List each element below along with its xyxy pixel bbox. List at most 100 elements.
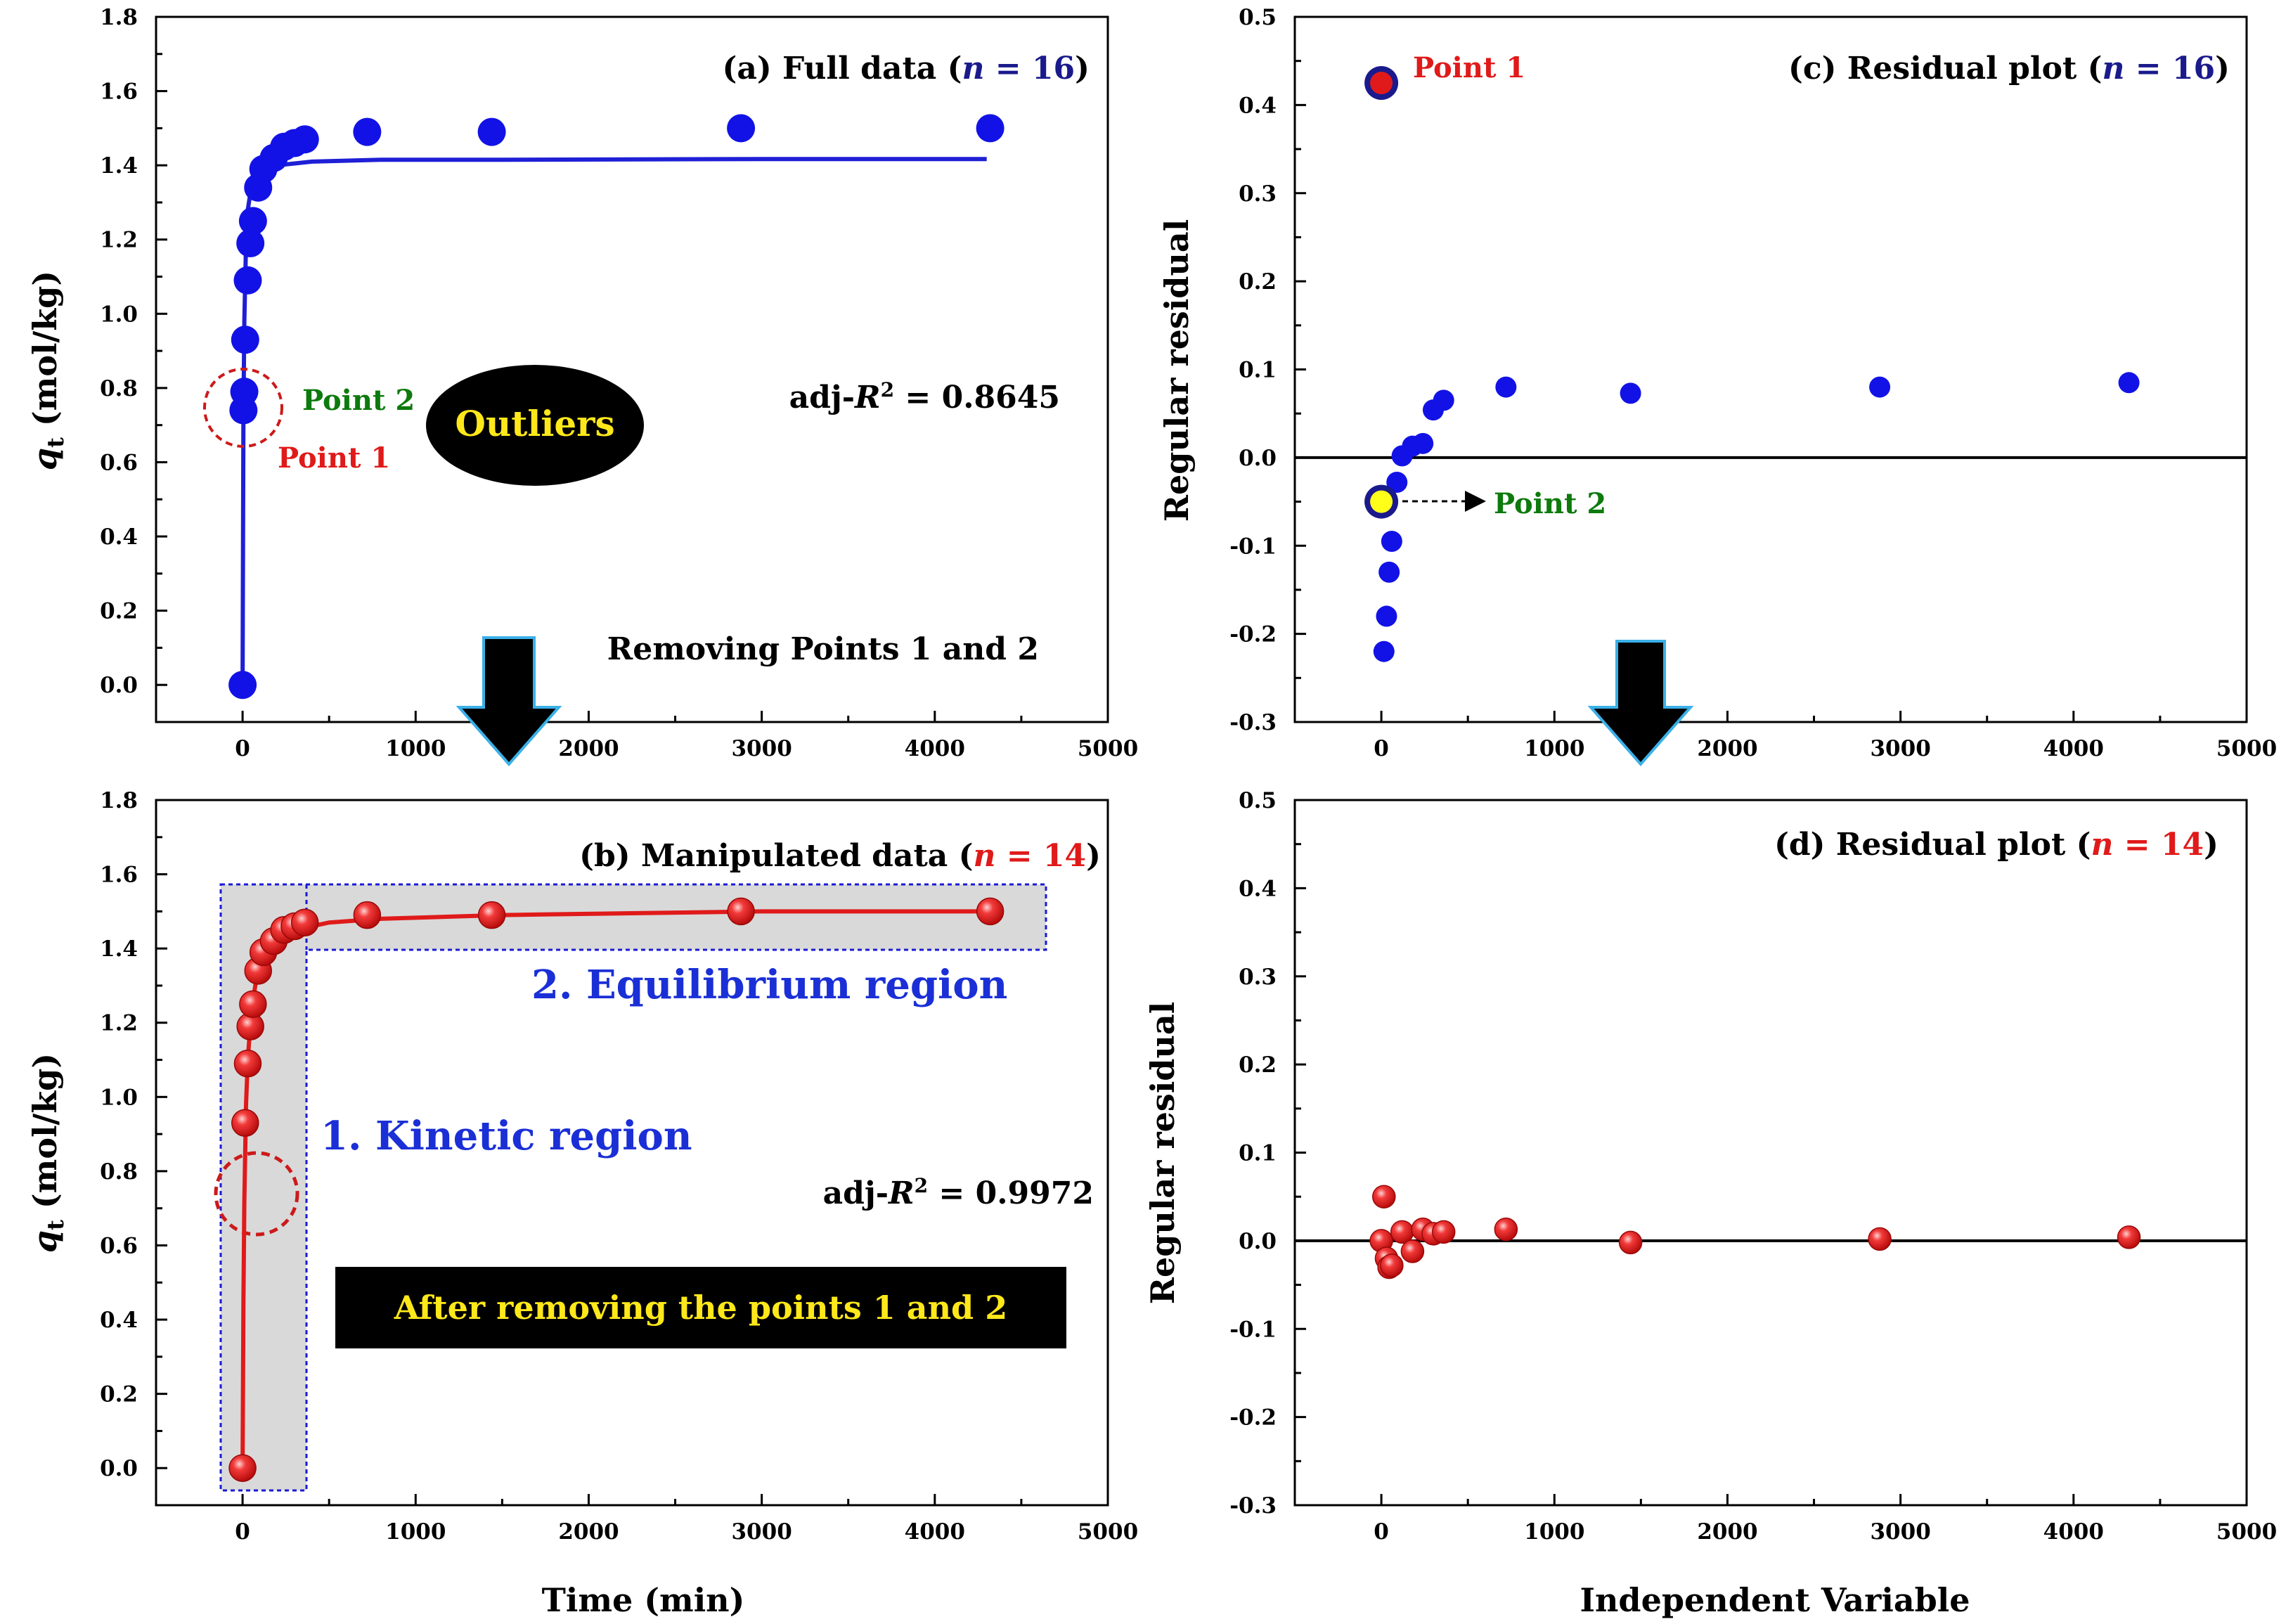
panel-a-title-n: n — [962, 51, 984, 86]
panel-a-title: (a) Full data (n = 16) — [723, 51, 1090, 86]
data-point — [1400, 1239, 1425, 1263]
y-tick-label: 0.5 — [1239, 5, 1277, 30]
data-point — [1373, 640, 1395, 662]
data-point — [2117, 1225, 2141, 1249]
data-point — [1390, 1220, 1414, 1244]
x-tick-label: 1000 — [1524, 736, 1584, 761]
y-tick-label: 1.6 — [100, 863, 138, 888]
axes-ticks-c: -0.3 -0.2 -0.1 0.0 0.1 0.2 0.3 0.4 0.5 0 1000 2000 3… — [1229, 5, 2277, 761]
y-axis-title-a: qt (mol/kg) — [26, 271, 69, 470]
data-point — [239, 990, 267, 1019]
x-tick-label: 5000 — [1078, 736, 1138, 761]
x-tick-label: 4000 — [2043, 1519, 2104, 1545]
adj-r2-a: adj-R2 = 0.8645 — [789, 378, 1060, 415]
y-tick-label: -0.1 — [1229, 1317, 1277, 1342]
y-tick-label: 0.4 — [1239, 876, 1277, 901]
x-tick-label: 3000 — [731, 1519, 792, 1545]
x-tick-label: 4000 — [905, 1519, 965, 1545]
adj-r2-b: adj-R2 = 0.9972 — [823, 1174, 1094, 1211]
x-tick-label: 0 — [235, 736, 250, 761]
y-axis-title-d: Regular residual — [1144, 1002, 1182, 1304]
data-point — [477, 117, 506, 146]
data-point — [976, 114, 1005, 143]
equilibrium-region-label: 2. Equilibrium region — [531, 962, 1007, 1008]
plot-frame-a — [155, 15, 1109, 723]
x-tick-label: 0 — [235, 1519, 250, 1545]
y-tick-label: 0.6 — [100, 450, 138, 475]
y-tick-label: 0.1 — [1239, 358, 1277, 383]
y-tick-label: 1.6 — [100, 79, 138, 105]
panel-a-full-data: 0.0 0.2 0.4 0.6 0.8 1.0 1.2 1.4 1.6 1.8 0 1000 2000 3… — [26, 5, 1138, 761]
after-removing-label: After removing the points 1 and 2 — [394, 1289, 1007, 1327]
data-points-b — [228, 897, 1005, 1482]
data-point — [1380, 1254, 1404, 1277]
data-point — [2118, 372, 2140, 394]
x-axis-title-b: Time (min) — [542, 1581, 745, 1619]
data-point — [233, 266, 262, 295]
y-tick-label: 0.3 — [1239, 965, 1277, 990]
y-tick-label: 0.0 — [1239, 1229, 1277, 1254]
panel-d-title: (d) Residual plot (n = 14) — [1774, 827, 2218, 863]
x-tick-label: 1000 — [385, 736, 446, 761]
axes-ticks-b: 0.0 0.2 0.4 0.6 0.8 1.0 1.2 1.4 1.6 1.8 0 1000 2000 3… — [100, 788, 1138, 1545]
data-point — [228, 1454, 257, 1482]
x-tick-label: 3000 — [1870, 736, 1930, 761]
data-point — [1618, 1230, 1643, 1255]
y-tick-label: 0.0 — [100, 1456, 138, 1481]
data-point — [1372, 1185, 1396, 1209]
data-point — [1494, 1217, 1518, 1242]
panel-c-title: (c) Residual plot (n = 16) — [1788, 51, 2230, 86]
down-arrow-left — [456, 636, 562, 767]
outlier-dashed-circle — [203, 368, 283, 448]
y-tick-label: 1.2 — [100, 1011, 138, 1036]
point2-label-a: Point 2 — [302, 384, 415, 417]
panel-b-title-eq: = 14 — [995, 838, 1086, 874]
data-point — [1433, 389, 1454, 411]
data-point — [353, 901, 382, 929]
y-tick-label: 0.2 — [1239, 269, 1277, 295]
axes-ticks-d: -0.3 -0.2 -0.1 0.0 0.1 0.2 0.3 0.4 0.5 0 1000 2000 3… — [1229, 788, 2277, 1545]
y-tick-label: -0.3 — [1229, 710, 1277, 735]
removed-points-dashed-circle — [214, 1151, 299, 1237]
y-tick-label: 1.0 — [100, 1085, 138, 1110]
y-axis-title-b: qt (mol/kg) — [26, 1053, 69, 1253]
y-tick-label: -0.2 — [1229, 622, 1277, 647]
removing-points-label: Removing Points 1 and 2 — [607, 631, 1039, 667]
point2-label-c: Point 2 — [1494, 487, 1606, 520]
y-tick-label: 0.2 — [100, 599, 138, 624]
data-points-c — [1364, 66, 2140, 662]
plot-frame-d — [1293, 799, 2248, 1507]
data-point — [727, 114, 756, 143]
y-tick-label: 0.3 — [1239, 181, 1277, 207]
axes-ticks-a: 0.0 0.2 0.4 0.6 0.8 1.0 1.2 1.4 1.6 1.8 0 1000 2000 3… — [100, 5, 1138, 761]
y-tick-label: 0.5 — [1239, 788, 1277, 813]
x-tick-label: 5000 — [2216, 1519, 2277, 1545]
data-point — [231, 326, 259, 354]
x-tick-label: 5000 — [2216, 736, 2277, 761]
outliers-badge — [426, 365, 644, 486]
data-point — [1378, 561, 1400, 583]
x-tick-label: 2000 — [1697, 736, 1757, 761]
panel-c-title-eq: = 16 — [2124, 51, 2215, 86]
y-tick-label: 1.8 — [100, 5, 138, 30]
y-tick-label: 0.2 — [1239, 1052, 1277, 1078]
data-point — [1412, 432, 1434, 454]
x-tick-label: 5000 — [1078, 1519, 1138, 1545]
y-tick-label: 0.2 — [100, 1382, 138, 1407]
data-point — [353, 117, 382, 146]
point1-label-a: Point 1 — [278, 442, 390, 475]
data-point — [1620, 382, 1641, 404]
data-point — [230, 378, 259, 406]
y-axis-title-c: Regular residual — [1158, 219, 1196, 522]
x-tick-label: 2000 — [558, 1519, 619, 1545]
y-tick-label: 1.4 — [100, 936, 138, 962]
panel-b-title-n: n — [973, 838, 995, 874]
y-tick-label: 0.4 — [100, 1308, 138, 1333]
panel-b-manipulated-data: 0.0 0.2 0.4 0.6 0.8 1.0 1.2 1.4 1.6 1.8 0 1000 2000 3… — [26, 788, 1138, 1619]
outliers-label: Outliers — [455, 403, 614, 444]
panel-d-title-eq: = 14 — [2113, 827, 2204, 863]
y-tick-label: 0.1 — [1239, 1141, 1277, 1166]
x-tick-label: 0 — [1374, 1519, 1389, 1545]
data-points-a — [228, 114, 1005, 700]
data-point — [290, 908, 319, 936]
